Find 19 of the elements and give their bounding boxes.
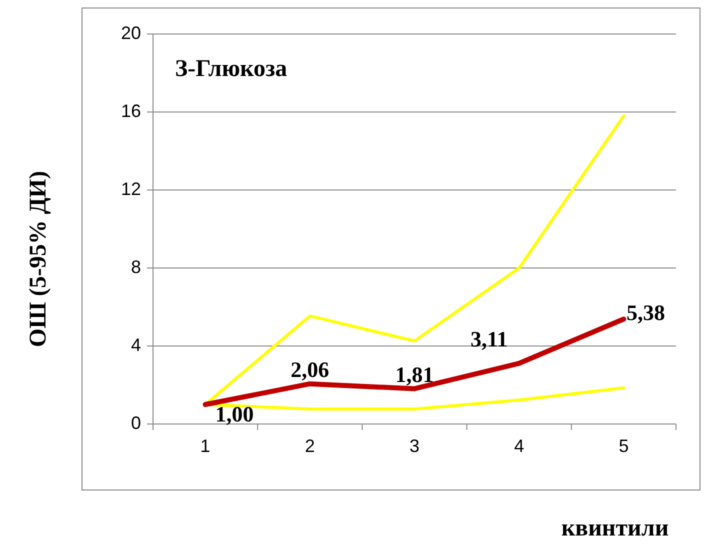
data-label: 2,06 [290,356,330,382]
x-tick-label: 4 [514,436,524,456]
y-tick-label: 12 [120,178,141,199]
y-tick-label: 20 [120,22,141,43]
y-tick-label: 8 [130,256,141,277]
y-tick-label: 4 [130,334,141,355]
text: З-Глюкоза [175,56,288,82]
data-label: 1,00 [215,402,254,427]
data-label: 1,81 [395,362,434,387]
x-tick-label: 3 [409,436,420,456]
y-tick-label: 16 [120,100,141,121]
data-label: 3,11 [470,326,508,352]
x-axis-title: квинтили [561,516,669,542]
x-tick-label: 1 [200,436,210,456]
y-axis-title: ОШ (5-95% ДИ) [26,170,52,348]
data-label: 5,38 [626,300,665,326]
x-tick-label: 5 [618,436,629,456]
x-tick-label: 2 [304,436,315,456]
y-tick-label: 0 [130,412,141,433]
